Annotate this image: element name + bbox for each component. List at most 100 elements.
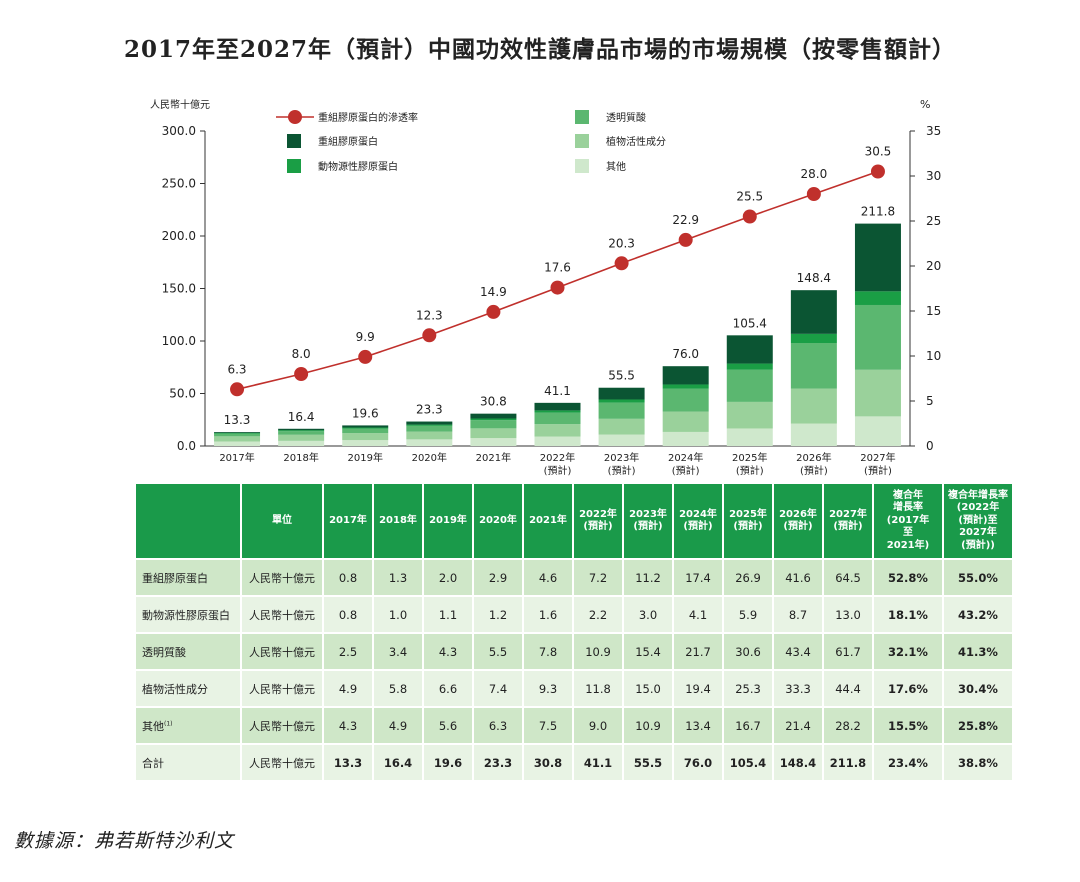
legend-line-marker — [288, 110, 302, 124]
bar-segment — [854, 291, 901, 305]
unit-cell: 人民幣十億元 — [242, 708, 322, 743]
value-cell: 5.6 — [424, 708, 472, 743]
left-tick-label: 200.0 — [162, 229, 196, 243]
row-label: 透明質酸 — [136, 634, 240, 669]
x-tick-label: 2020年 — [412, 451, 447, 464]
legend-box-swatch — [575, 134, 589, 148]
penetration-point — [870, 164, 885, 179]
table-row: 重組膠原蛋白 人民幣十億元 0.8 1.3 2.0 2.9 4.6 7.2 11.2 17.4 26… — [136, 560, 1012, 595]
data-source: 數據源：弗若斯特沙利文 — [14, 830, 235, 852]
bar-segment — [406, 424, 453, 426]
bar-segment — [470, 438, 517, 446]
bar-segment — [342, 433, 389, 441]
bar-segment — [278, 440, 325, 446]
bar-total-label: 16.4 — [288, 410, 315, 424]
value-cell: 7.8 — [524, 634, 572, 669]
x-tick-sublabel: (預計) — [864, 464, 892, 477]
left-tick-label: 100.0 — [162, 334, 196, 348]
penetration-point — [806, 187, 821, 201]
x-tick-sublabel: (預計) — [800, 464, 828, 477]
penetration-label: 12.3 — [416, 308, 443, 322]
bar-segment — [278, 430, 325, 432]
value-cell: 43.4 — [774, 634, 822, 669]
value-cell: 13.4 — [674, 708, 722, 743]
value-cell: 4.1 — [674, 597, 722, 632]
x-tick-label: 2023年 — [604, 451, 639, 464]
value-cell: 7.2 — [574, 560, 622, 595]
value-cell: 28.2 — [824, 708, 872, 743]
bar-segment — [790, 290, 837, 334]
value-cell: 5.9 — [724, 597, 772, 632]
right-tick-label: 35 — [926, 124, 941, 138]
cagr-2017-2021-cell: 23.4% — [874, 745, 942, 780]
bar-segment — [598, 399, 645, 403]
bar-segment — [854, 304, 901, 370]
bar-segment — [726, 428, 773, 446]
value-cell: 6.6 — [424, 671, 472, 706]
penetration-label: 30.5 — [865, 145, 892, 159]
bar-segment — [534, 412, 581, 425]
value-cell: 148.4 — [774, 745, 822, 780]
bar-segment — [662, 388, 709, 412]
penetration-point — [486, 304, 501, 319]
right-tick-label: 0 — [926, 439, 934, 453]
value-cell: 13.0 — [824, 597, 872, 632]
value-cell: 2.0 — [424, 560, 472, 595]
legend-label: 動物源性膠原蛋白 — [318, 160, 398, 173]
legend-box-swatch — [575, 159, 589, 173]
left-axis-unit-label: 人民幣十億元 — [150, 98, 210, 111]
bar-segment — [790, 333, 837, 343]
table-header-cell: 2026年 (預計) — [774, 484, 822, 558]
penetration-label: 22.9 — [672, 213, 699, 227]
bar-segment — [854, 369, 901, 417]
bar-total-label: 55.5 — [608, 369, 635, 383]
bar-segment — [534, 436, 581, 446]
value-cell: 7.4 — [474, 671, 522, 706]
value-cell: 4.3 — [424, 634, 472, 669]
right-tick-label: 15 — [926, 304, 941, 318]
table-header-cell: 2022年 (預計) — [574, 484, 622, 558]
stacked-bar-line-chart: 0.0 50.0 100.0 150.0 200.0 250.0 300.0 0 5 10 15 20… — [150, 98, 941, 477]
bar-segment — [726, 363, 773, 370]
row-label: 其他(1) — [136, 708, 240, 743]
bar-segment — [662, 411, 709, 432]
table-row: 其他(1) 人民幣十億元 4.3 4.9 5.6 6.3 7.5 9.0 10.9 13.4 16.… — [136, 708, 1012, 743]
x-tick-label: 2019年 — [348, 451, 383, 464]
bar-segment — [534, 410, 581, 413]
cagr-2017-2021-cell: 52.8% — [874, 560, 942, 595]
table-header-cell — [136, 484, 240, 558]
bar-segment — [278, 434, 325, 441]
value-cell: 76.0 — [674, 745, 722, 780]
value-cell: 15.0 — [624, 671, 672, 706]
bar-segment — [470, 413, 517, 419]
value-cell: 4.6 — [524, 560, 572, 595]
bar-segment — [790, 342, 837, 389]
bar-total-label: 211.8 — [861, 205, 895, 219]
cagr-2022-2027-cell: 30.4% — [944, 671, 1012, 706]
bar-segment — [534, 424, 581, 437]
value-cell: 64.5 — [824, 560, 872, 595]
bar-total-label: 23.3 — [416, 403, 443, 417]
left-tick-label: 300.0 — [162, 124, 196, 138]
cagr-2022-2027-cell: 25.8% — [944, 708, 1012, 743]
penetration-label: 20.3 — [608, 236, 635, 250]
legend-box-swatch — [287, 134, 301, 148]
penetration-point — [358, 349, 373, 364]
value-cell: 16.4 — [374, 745, 422, 780]
value-cell: 4.9 — [324, 671, 372, 706]
value-cell: 0.8 — [324, 597, 372, 632]
legend-label: 重組膠原蛋白 — [318, 135, 378, 148]
table-header-cell: 2024年 (預計) — [674, 484, 722, 558]
table-header-cell: 複合年 增長率 (2017年至 2021年) — [874, 484, 942, 558]
bar-segment — [214, 436, 261, 442]
value-cell: 2.9 — [474, 560, 522, 595]
value-cell: 2.5 — [324, 634, 372, 669]
footnote-marker: (1) — [164, 719, 173, 727]
bar-segment — [470, 428, 517, 439]
bar-segment — [406, 439, 453, 446]
unit-cell: 人民幣十億元 — [242, 745, 322, 780]
penetration-label: 8.0 — [292, 347, 311, 361]
value-cell: 11.2 — [624, 560, 672, 595]
bar-segment — [406, 425, 453, 432]
market-size-table: 單位 2017年 2018年 2019年 2020年 2021年 2022年 (預計) 2023… — [134, 482, 1014, 782]
